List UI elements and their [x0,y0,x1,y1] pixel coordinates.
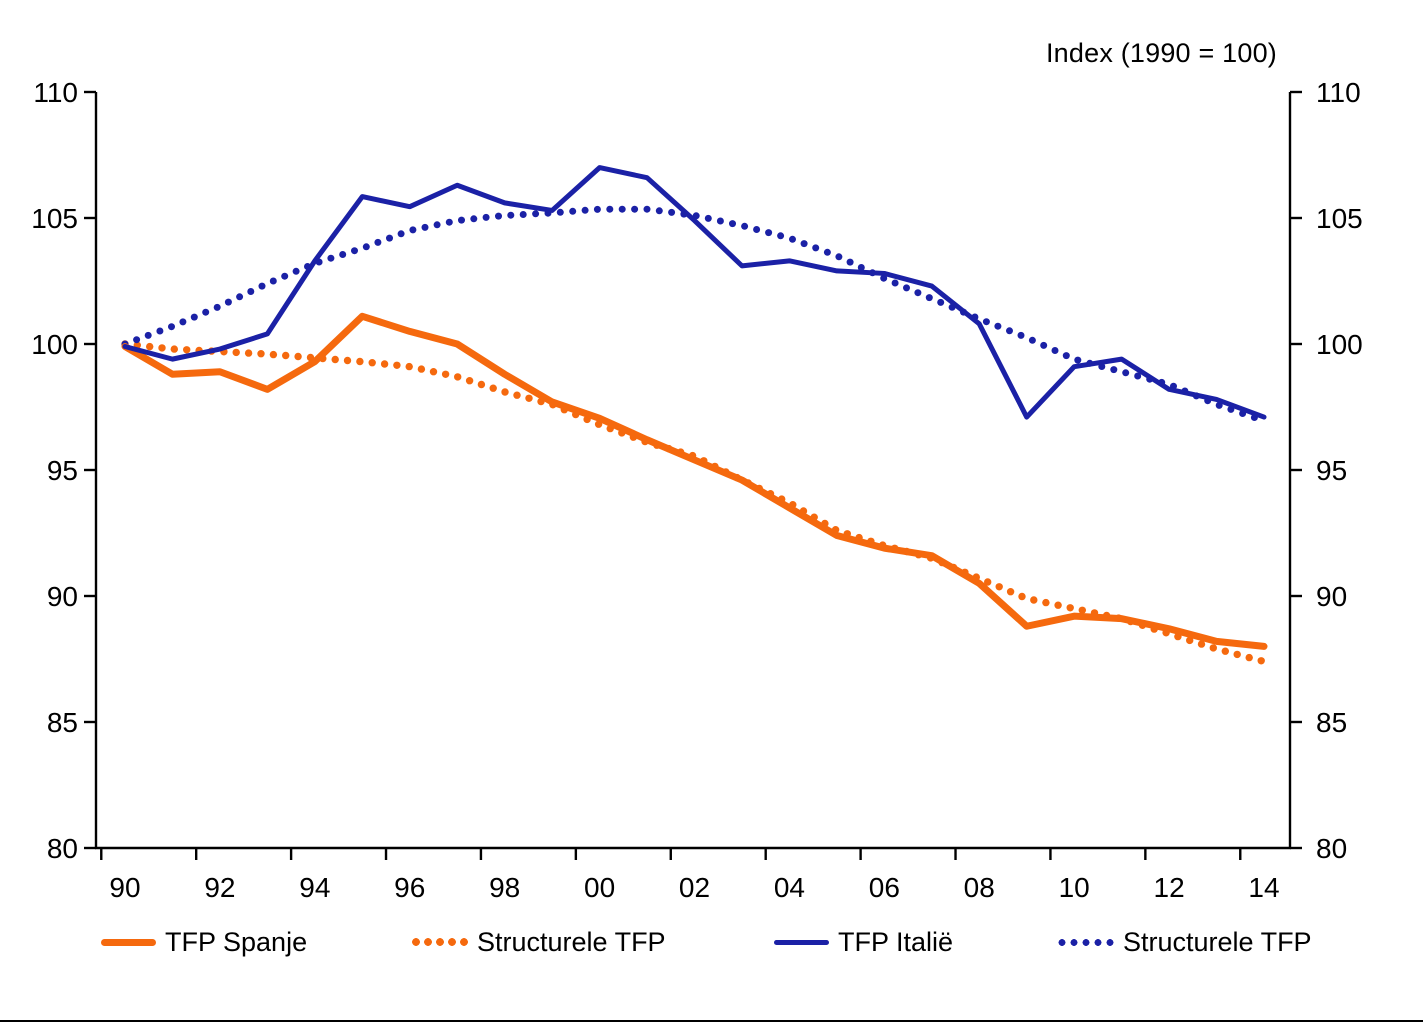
x-tick-label: 08 [964,872,995,903]
y-tick-label-left: 110 [33,77,78,108]
legend-label-structurele-tfp-italie: Structurele TFP [1123,926,1312,957]
legend-label-tfp-spanje: TFP Spanje [165,926,308,957]
legend: TFP Spanje Structurele TFP TFP Italië St… [0,925,1423,959]
legend-marker-dotted-orange-icon [410,938,468,946]
y-tick-label-right: 80 [1316,833,1347,864]
legend-label-tfp-italie: TFP Italië [838,926,954,957]
x-tick-label: 02 [679,872,710,903]
bottom-border [0,1020,1423,1022]
x-tick-label: 98 [489,872,520,903]
y-tick-label-left: 85 [47,707,78,738]
y-tick-label-right: 90 [1316,581,1347,612]
legend-marker-dotted-navy-icon [1056,938,1114,946]
legend-label-structurele-tfp-spanje: Structurele TFP [477,926,666,957]
y-tick-label-left: 100 [31,329,78,360]
legend-item-tfp-italie: TFP Italië [774,925,953,959]
x-tick-label: 92 [204,872,235,903]
x-tick-label: 94 [299,872,330,903]
legend-item-structurele-tfp-italie: Structurele TFP [1056,925,1312,959]
x-tick-label: 96 [394,872,425,903]
x-tick-label: 90 [109,872,140,903]
x-tick-label: 10 [1059,872,1090,903]
x-tick-label: 00 [584,872,615,903]
y-tick-label-left: 105 [31,203,78,234]
series-structurele-tfp-italie [121,205,1258,421]
legend-item-structurele-tfp-spanje: Structurele TFP [410,925,666,959]
chart-title: Index (1990 = 100) [1045,38,1277,68]
y-tick-label-right: 100 [1316,329,1363,360]
y-tick-label-right: 95 [1316,455,1347,486]
y-tick-label-right: 105 [1316,203,1363,234]
series-tfp-italie [122,165,1267,420]
y-tick-label-right: 110 [1316,77,1361,108]
x-tick-label: 14 [1248,872,1279,903]
axes [84,90,1302,860]
axis-labels: 80 80 85 85 90 90 95 95 100 100 105 105 110 110 90 92 94… [31,77,1362,903]
x-tick-label: 06 [869,872,900,903]
y-tick-label-left: 90 [47,581,78,612]
series-tfp-spanje [121,312,1268,650]
y-tick-label-right: 85 [1316,707,1347,738]
legend-marker-solid-navy-icon [774,939,829,945]
legend-marker-solid-orange-icon [101,938,156,946]
y-tick-label-left: 95 [47,455,78,486]
y-tick-label-left: 80 [47,833,78,864]
x-tick-label: 04 [774,872,805,903]
legend-item-tfp-spanje: TFP Spanje [101,925,307,959]
x-tick-label: 12 [1154,872,1185,903]
